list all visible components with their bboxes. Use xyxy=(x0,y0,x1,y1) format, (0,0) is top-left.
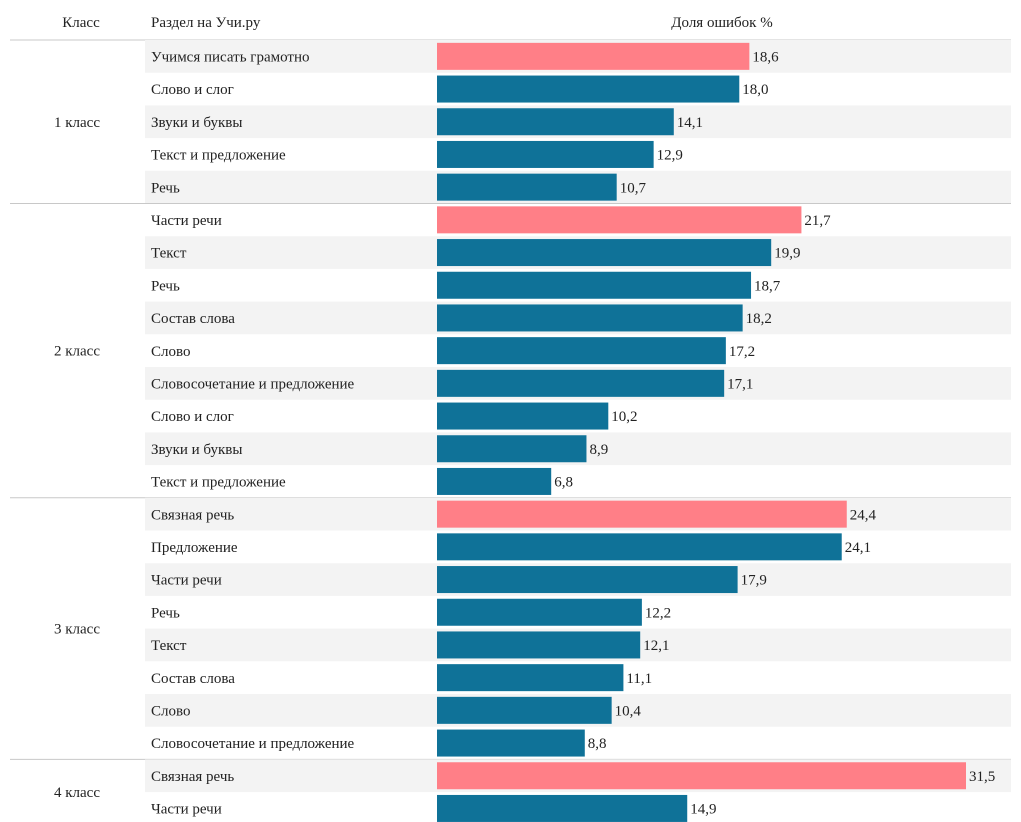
bar-highlight xyxy=(437,206,802,234)
bar xyxy=(437,435,587,463)
category-label: Слово и слог xyxy=(151,82,234,98)
header-value: Доля ошибок % xyxy=(671,15,772,31)
value-label: 10,4 xyxy=(615,704,642,720)
value-label: 8,9 xyxy=(589,442,608,458)
group-label: 4 класс xyxy=(54,785,100,801)
category-label: Звуки и буквы xyxy=(151,115,242,131)
bar xyxy=(437,140,654,168)
category-label: Части речи xyxy=(151,573,222,589)
category-label: Речь xyxy=(151,278,180,294)
value-label: 17,9 xyxy=(741,573,767,589)
bar xyxy=(437,402,609,430)
category-label: Текст xyxy=(151,638,187,654)
value-label: 18,6 xyxy=(752,50,779,66)
bar xyxy=(437,337,726,365)
value-label: 12,9 xyxy=(657,148,683,164)
bar-highlight xyxy=(437,42,750,70)
bar xyxy=(437,467,552,495)
category-label: Текст и предложение xyxy=(151,475,286,491)
bar xyxy=(437,271,752,299)
value-label: 17,1 xyxy=(727,377,753,393)
category-label: Словосочетание и предложение xyxy=(151,377,355,393)
header-category: Раздел на Учи.ру xyxy=(151,15,261,31)
bar xyxy=(437,108,674,136)
category-label: Учимся писать грамотно xyxy=(151,50,310,66)
category-label: Слово и слог xyxy=(151,409,234,425)
bar xyxy=(437,173,617,201)
category-label: Словосочетание и предложение xyxy=(151,736,355,752)
value-label: 8,8 xyxy=(588,736,607,752)
bar-highlight xyxy=(437,500,847,528)
header-group: Класс xyxy=(62,15,100,31)
category-label: Текст xyxy=(151,246,187,262)
value-label: 6,8 xyxy=(554,475,573,491)
category-label: Речь xyxy=(151,180,180,196)
value-label: 24,1 xyxy=(845,540,871,556)
value-label: 18,2 xyxy=(746,311,772,327)
value-label: 24,4 xyxy=(850,507,877,523)
bar xyxy=(437,664,624,692)
bar xyxy=(437,729,585,757)
value-label: 17,2 xyxy=(729,344,755,360)
category-label: Части речи xyxy=(151,213,222,229)
chart-rows: Учимся писать грамотно 18,6 Слово и слог 18… xyxy=(10,39,1011,822)
category-label: Текст и предложение xyxy=(151,148,286,164)
value-label: 10,7 xyxy=(620,180,647,196)
category-label: Звуки и буквы xyxy=(151,442,242,458)
category-label: Состав слова xyxy=(151,671,235,687)
group-label: 3 класс xyxy=(54,622,100,638)
bar xyxy=(437,304,743,332)
category-label: Предложение xyxy=(151,540,238,556)
bar xyxy=(437,794,688,822)
value-label: 21,7 xyxy=(804,213,831,229)
bar-highlight xyxy=(437,762,966,790)
bar xyxy=(437,75,740,103)
value-label: 18,7 xyxy=(754,278,781,294)
category-label: Слово xyxy=(151,704,190,720)
value-label: 12,2 xyxy=(645,605,671,621)
category-label: Связная речь xyxy=(151,769,234,785)
bar xyxy=(437,239,772,267)
category-label: Слово xyxy=(151,344,190,360)
category-label: Части речи xyxy=(151,802,222,818)
group-label: 1 класс xyxy=(54,115,100,131)
bar xyxy=(437,566,738,594)
value-label: 12,1 xyxy=(643,638,669,654)
bar xyxy=(437,533,842,561)
value-label: 10,2 xyxy=(611,409,637,425)
category-label: Состав слова xyxy=(151,311,235,327)
group-label: 2 класс xyxy=(54,344,100,360)
value-label: 19,9 xyxy=(774,246,800,262)
bar xyxy=(437,631,641,659)
bar xyxy=(437,696,612,724)
value-label: 18,0 xyxy=(742,82,768,98)
header-row: Класс Раздел на Учи.ру Доля ошибок % xyxy=(62,15,772,31)
value-label: 11,1 xyxy=(626,671,652,687)
bar xyxy=(437,598,642,626)
bar xyxy=(437,369,725,397)
category-label: Речь xyxy=(151,605,180,621)
value-label: 14,1 xyxy=(677,115,703,131)
value-label: 14,9 xyxy=(690,802,716,818)
value-label: 31,5 xyxy=(969,769,995,785)
category-label: Связная речь xyxy=(151,507,234,523)
